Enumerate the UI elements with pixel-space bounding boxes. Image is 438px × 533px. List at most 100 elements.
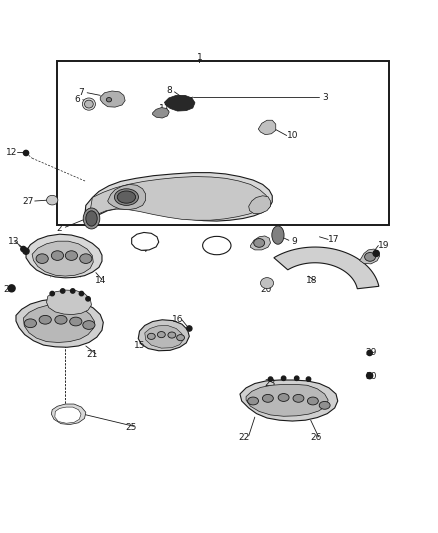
Text: 6: 6 (74, 95, 80, 104)
Polygon shape (108, 184, 146, 210)
Text: 17: 17 (328, 235, 339, 244)
Polygon shape (164, 95, 195, 111)
Text: 23: 23 (46, 313, 58, 322)
Circle shape (294, 376, 299, 381)
Text: 27: 27 (22, 197, 33, 206)
Circle shape (268, 377, 273, 381)
Text: 20: 20 (261, 285, 272, 294)
Ellipse shape (203, 236, 231, 255)
Ellipse shape (86, 211, 97, 226)
Text: 24: 24 (64, 302, 75, 311)
Circle shape (23, 150, 28, 156)
Text: 8: 8 (166, 86, 172, 95)
Ellipse shape (85, 100, 93, 108)
Text: 18: 18 (306, 276, 317, 285)
Text: 7: 7 (78, 88, 85, 97)
Ellipse shape (117, 191, 136, 203)
Polygon shape (32, 241, 93, 276)
Ellipse shape (168, 332, 176, 338)
Ellipse shape (319, 401, 330, 409)
Circle shape (23, 248, 29, 254)
Ellipse shape (262, 394, 273, 402)
Ellipse shape (83, 208, 100, 229)
Ellipse shape (39, 316, 51, 324)
Text: 14: 14 (95, 276, 106, 285)
Ellipse shape (55, 316, 67, 324)
Ellipse shape (293, 394, 304, 402)
Ellipse shape (46, 195, 58, 205)
Text: 15: 15 (134, 342, 145, 351)
Polygon shape (51, 404, 86, 425)
Ellipse shape (307, 397, 318, 405)
Ellipse shape (51, 251, 64, 261)
Ellipse shape (261, 278, 274, 288)
Polygon shape (55, 407, 81, 423)
Ellipse shape (80, 254, 92, 263)
Polygon shape (360, 249, 380, 264)
Ellipse shape (106, 98, 112, 102)
Circle shape (373, 251, 379, 256)
Polygon shape (132, 232, 159, 251)
Text: 4: 4 (142, 245, 148, 254)
Text: 21: 21 (87, 350, 98, 359)
Text: 9: 9 (291, 237, 297, 246)
Polygon shape (249, 196, 271, 214)
Polygon shape (23, 304, 95, 343)
Ellipse shape (364, 253, 375, 261)
Polygon shape (46, 290, 92, 314)
Circle shape (71, 289, 75, 293)
Polygon shape (145, 326, 183, 348)
Polygon shape (152, 108, 169, 118)
Polygon shape (100, 91, 125, 107)
Text: 5: 5 (218, 246, 224, 255)
Polygon shape (240, 380, 338, 421)
Text: 1: 1 (197, 53, 202, 62)
Ellipse shape (157, 332, 165, 338)
Ellipse shape (70, 317, 82, 326)
Ellipse shape (247, 397, 258, 405)
Text: 25: 25 (125, 423, 137, 432)
Ellipse shape (272, 226, 284, 244)
Text: 30: 30 (365, 372, 377, 381)
Polygon shape (85, 173, 272, 223)
Circle shape (367, 350, 372, 356)
Ellipse shape (254, 239, 265, 247)
Text: 13: 13 (8, 237, 20, 246)
FancyBboxPatch shape (57, 61, 389, 225)
Polygon shape (258, 120, 276, 135)
Text: 11: 11 (159, 104, 170, 113)
Text: 26: 26 (310, 433, 321, 442)
Text: 22: 22 (239, 433, 250, 442)
Polygon shape (138, 320, 189, 351)
Text: 23: 23 (265, 379, 276, 388)
Ellipse shape (148, 333, 155, 340)
Circle shape (86, 297, 90, 301)
Circle shape (8, 285, 15, 292)
Text: 29: 29 (365, 349, 377, 358)
Ellipse shape (114, 189, 138, 205)
Polygon shape (251, 236, 271, 250)
Ellipse shape (24, 319, 36, 328)
Polygon shape (16, 299, 103, 348)
Circle shape (282, 376, 286, 381)
Circle shape (306, 377, 311, 381)
Circle shape (21, 246, 26, 252)
Ellipse shape (36, 254, 48, 263)
Ellipse shape (82, 98, 95, 110)
Polygon shape (246, 384, 328, 416)
Polygon shape (26, 234, 102, 278)
Ellipse shape (177, 335, 184, 341)
Text: 19: 19 (378, 241, 390, 250)
Polygon shape (274, 247, 379, 289)
Circle shape (60, 289, 65, 293)
Text: 16: 16 (172, 315, 183, 324)
Circle shape (187, 326, 192, 331)
Text: 28: 28 (3, 285, 14, 294)
Ellipse shape (278, 393, 289, 401)
Text: 3: 3 (322, 93, 328, 102)
Text: 10: 10 (286, 131, 298, 140)
Circle shape (79, 292, 84, 296)
Text: 11: 11 (262, 122, 274, 131)
Circle shape (367, 373, 373, 379)
Circle shape (50, 292, 54, 296)
